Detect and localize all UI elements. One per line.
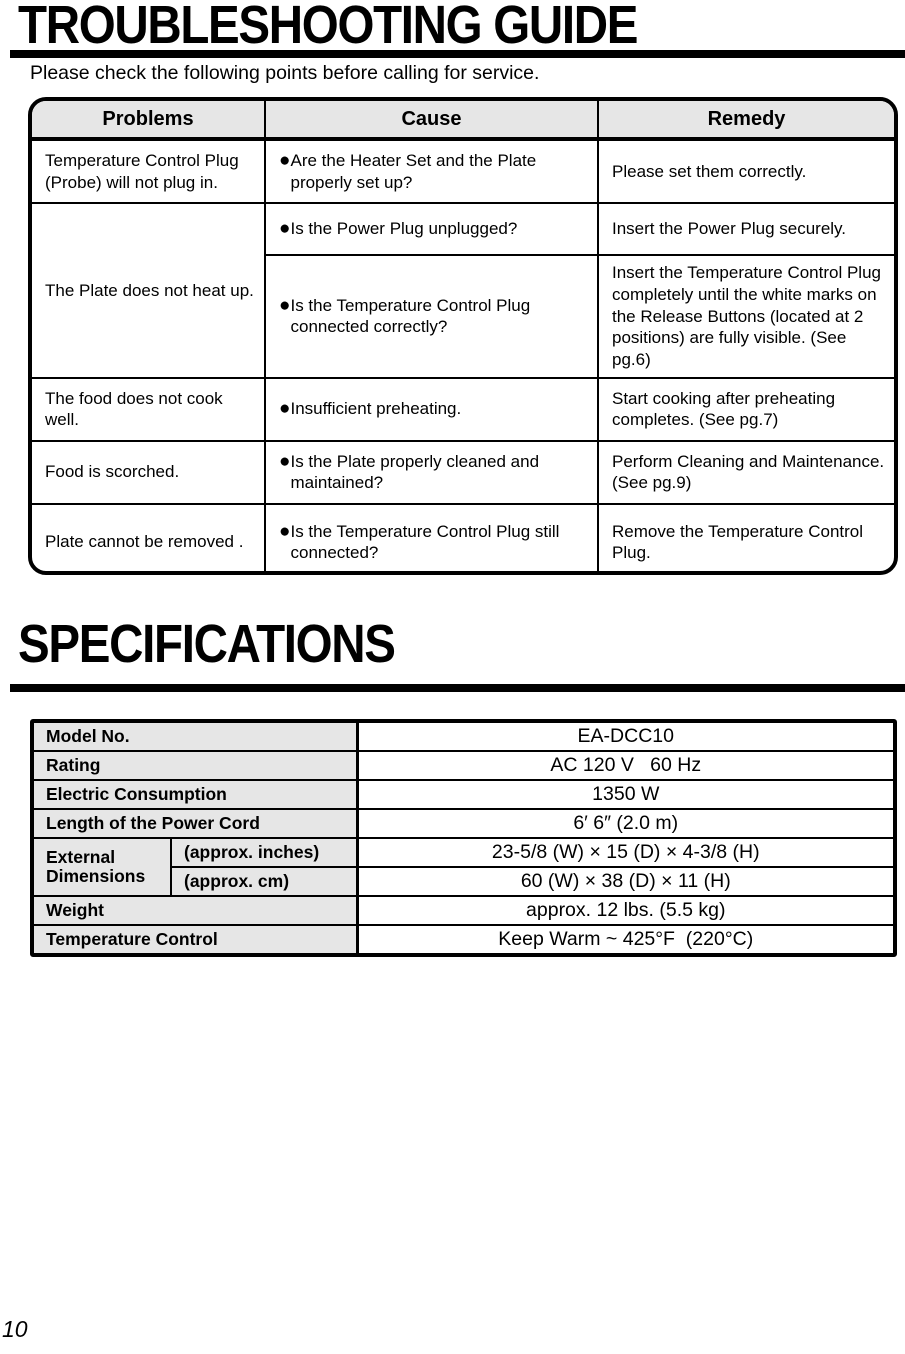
title-rule: [10, 50, 905, 58]
cause-cell: ● Insufficient preheating.: [264, 376, 599, 442]
troubleshooting-header-row: Problems Cause Remedy: [32, 101, 894, 141]
cause-text: Is the Temperature Control Plug still co…: [290, 521, 560, 563]
column-header-remedy: Remedy: [597, 101, 894, 141]
bullet-icon: ●: [279, 398, 291, 420]
spec-row: (approx. cm) 60 (W) × 38 (D) × 11 (H): [34, 865, 893, 898]
spec-row: Electric Consumption 1350 W: [34, 778, 893, 810]
table-row: Food is scorched. ● Is the Plate properl…: [32, 439, 894, 505]
troubleshooting-title: TROUBLESHOOTING GUIDE: [18, 0, 638, 55]
spec-label: Length of the Power Cord: [34, 807, 359, 839]
spec-value: AC 120 V 60 Hz: [355, 749, 893, 781]
problem-cell: Food is scorched.: [32, 439, 266, 505]
specifications-table: Model No. EA-DCC10 Rating AC 120 V 60 Hz…: [30, 719, 897, 957]
bullet-icon: ●: [279, 218, 291, 240]
spec-value: Keep Warm ~ 425°F (220°C): [355, 924, 893, 953]
table-row: The food does not cook well. ● Insuffici…: [32, 376, 894, 442]
remedy-cell: Perform Cleaning and Maintenance. (See p…: [597, 439, 894, 505]
cause-text: Is the Plate properly cleaned and mainta…: [290, 451, 540, 493]
bullet-icon: ●: [279, 520, 291, 542]
spec-sublabel: (approx. inches): [171, 836, 359, 869]
cause-cell: ● Is the Temperature Control Plug still …: [264, 502, 599, 571]
troubleshooting-table: Problems Cause Remedy Temperature Contro…: [28, 97, 898, 575]
cause-text: Is the Temperature Control Plug connecte…: [290, 295, 531, 337]
problem-cell: Temperature Control Plug (Probe) will no…: [32, 138, 266, 204]
spec-value: 1350 W: [355, 778, 893, 810]
spec-label: Temperature Control: [34, 924, 359, 953]
spec-row: Rating AC 120 V 60 Hz: [34, 749, 893, 781]
spec-value: 23-5/8 (W) × 15 (D) × 4-3/8 (H): [355, 836, 893, 869]
cause-cell: ● Is the Temperature Control Plug connec…: [265, 254, 599, 379]
cause-cell: ● Are the Heater Set and the Plate prope…: [264, 138, 599, 204]
specifications-title: SPECIFICATIONS: [18, 614, 396, 674]
column-header-problems: Problems: [32, 101, 266, 141]
spec-value: 6′ 6″ (2.0 m): [355, 807, 893, 839]
spec-row: Weight approx. 12 lbs. (5.5 kg): [34, 895, 893, 927]
spec-label: Weight: [34, 895, 359, 927]
table-row: ● Is the Temperature Control Plug connec…: [32, 254, 894, 379]
spec-label: Rating: [34, 749, 359, 781]
cause-text: Are the Heater Set and the Plate properl…: [290, 150, 537, 192]
spec-value: EA-DCC10: [355, 723, 893, 752]
spec-row: Model No. EA-DCC10: [34, 723, 893, 752]
spec-row: External Dimensions (approx. inches) 23-…: [34, 836, 893, 898]
cause-text: Insufficient preheating.: [290, 399, 462, 419]
table-row: Temperature Control Plug (Probe) will no…: [32, 138, 894, 204]
spec-label: Electric Consumption: [34, 778, 359, 810]
troubleshooting-intro: Please check the following points before…: [30, 62, 540, 84]
table-row: The Plate does not heat up. ● Is the Pow…: [32, 202, 894, 379]
spec-label: Model No.: [34, 723, 359, 752]
bullet-icon: ●: [279, 149, 291, 171]
cause-cell: ● Is the Plate properly cleaned and main…: [264, 439, 599, 505]
title-rule: [10, 684, 905, 692]
remedy-cell: Start cooking after preheating completes…: [597, 376, 894, 442]
spec-value: 60 (W) × 38 (D) × 11 (H): [355, 865, 893, 898]
spec-value: approx. 12 lbs. (5.5 kg): [355, 895, 893, 927]
bullet-icon: ●: [279, 294, 291, 316]
remedy-cell: Remove the Temperature Control Plug.: [597, 502, 894, 571]
remedy-cell: Please set them correctly.: [597, 138, 894, 204]
cause-text: Is the Power Plug unplugged?: [290, 219, 518, 239]
table-row: Plate cannot be removed . ● Is the Tempe…: [32, 502, 894, 571]
spec-row: Length of the Power Cord 6′ 6″ (2.0 m): [34, 807, 893, 839]
page-number: 10: [2, 1316, 28, 1342]
bullet-icon: ●: [279, 450, 291, 472]
spec-sublabel: (approx. cm): [171, 865, 359, 898]
remedy-cell: Insert the Power Plug securely.: [597, 202, 894, 256]
spec-row: Temperature Control Keep Warm ~ 425°F (2…: [34, 924, 893, 953]
spec-label: External Dimensions: [34, 836, 172, 898]
column-header-cause: Cause: [264, 101, 599, 141]
problem-cell: The Plate does not heat up.: [32, 202, 266, 379]
problem-cell: The food does not cook well.: [32, 376, 266, 442]
cause-cell: ● Is the Power Plug unplugged?: [264, 202, 599, 256]
problem-cell: Plate cannot be removed .: [32, 502, 266, 571]
remedy-cell: Insert the Temperature Control Plug comp…: [597, 254, 894, 379]
